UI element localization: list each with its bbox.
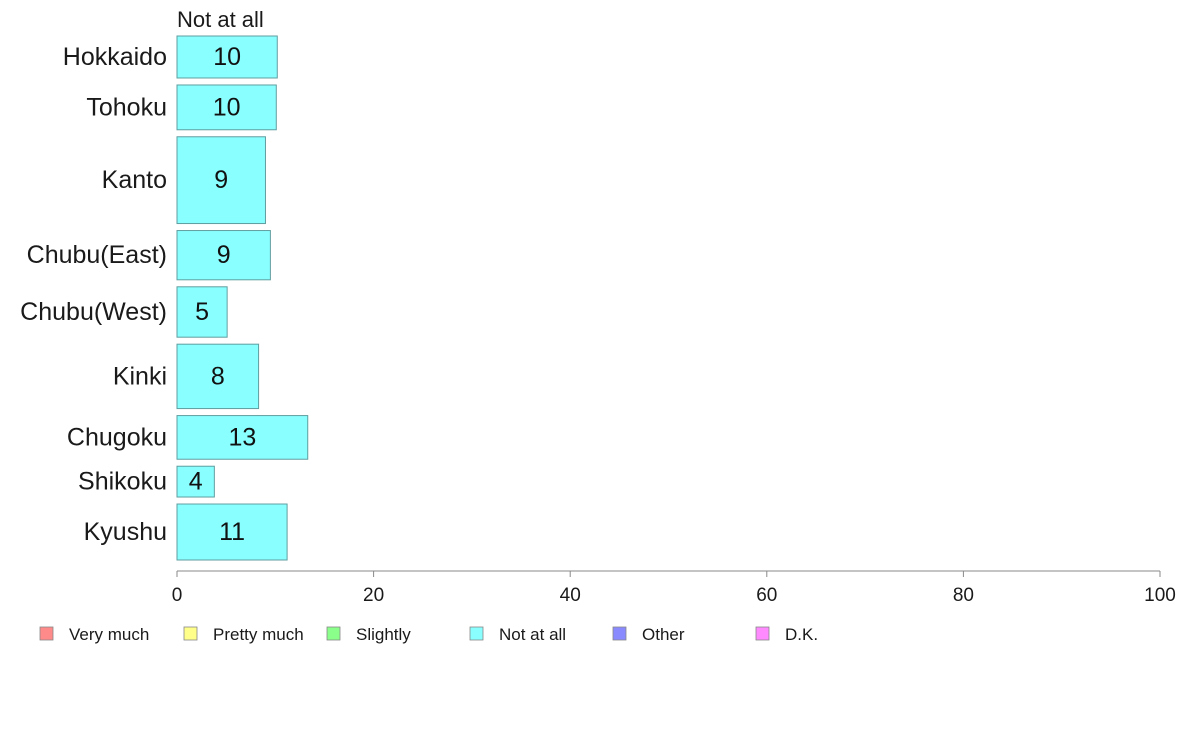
legend-swatch-slightly <box>326 626 341 641</box>
bar-not-at-all-kyushu <box>176 503 288 561</box>
x-tick-label-40: 40 <box>560 585 581 606</box>
x-tick-label-100: 100 <box>1144 585 1176 606</box>
bar-value-label-kinki: 8 <box>211 362 225 390</box>
bar-not-at-all-chubu-east <box>176 230 271 281</box>
legend-swatch-d-k <box>755 626 770 641</box>
category-label-chubu-east: Chubu(East) <box>27 241 167 269</box>
x-tick-label-60: 60 <box>756 585 777 606</box>
category-label-kanto: Kanto <box>102 166 167 194</box>
bar-value-label-chubu-west: 5 <box>195 298 209 326</box>
legend-label-slightly: Slightly <box>356 625 411 644</box>
bar-not-at-all-chugoku <box>176 415 309 460</box>
bar-not-at-all-chubu-west <box>176 286 228 338</box>
x-tick-label-20: 20 <box>363 585 384 606</box>
bar-value-label-chugoku: 13 <box>228 423 256 451</box>
bars-group: 10 10 9 9 5 8 13 4 11 <box>176 35 309 561</box>
series-title: Not at all <box>177 7 264 32</box>
bar-value-label-hokkaido: 10 <box>213 43 241 71</box>
legend-label-very-much: Very much <box>69 625 149 644</box>
category-label-kyushu: Kyushu <box>84 518 167 546</box>
bar-value-label-chubu-east: 9 <box>217 241 231 269</box>
category-label-shikoku: Shikoku <box>78 468 167 496</box>
legend-label-d-k: D.K. <box>785 625 818 644</box>
legend-swatch-not-at-all <box>469 626 484 641</box>
category-label-chubu-west: Chubu(West) <box>20 298 167 326</box>
category-label-chugoku: Chugoku <box>67 423 167 451</box>
legend-swatch-very-much <box>39 626 54 641</box>
legend-label-other: Other <box>642 625 685 644</box>
bar-not-at-all-kinki <box>176 343 260 410</box>
bar-not-at-all-shikoku <box>176 465 215 498</box>
x-axis: 0 20 40 60 80 100 <box>172 570 1176 606</box>
legend-label-not-at-all: Not at all <box>499 625 566 644</box>
x-tick-label-0: 0 <box>172 585 183 606</box>
legend: Very much Pretty much Slightly Not at all Ot… <box>39 625 818 644</box>
category-labels: Hokkaido Tohoku Kanto Chubu(East) Chubu(West… <box>20 43 167 546</box>
bar-value-label-kanto: 9 <box>214 166 228 194</box>
bar-value-label-tohoku: 10 <box>213 93 241 121</box>
bar-not-at-all-hokkaido <box>176 35 278 79</box>
category-label-kinki: Kinki <box>113 362 167 390</box>
legend-swatch-pretty-much <box>183 626 198 641</box>
bar-value-label-kyushu: 11 <box>219 518 245 546</box>
category-label-tohoku: Tohoku <box>86 93 167 121</box>
category-label-hokkaido: Hokkaido <box>63 43 167 71</box>
bar-not-at-all-kanto <box>176 136 266 225</box>
x-tick-label-80: 80 <box>953 585 974 606</box>
bar-not-at-all-tohoku <box>176 84 277 131</box>
bar-value-label-shikoku: 4 <box>189 468 203 496</box>
legend-swatch-other <box>612 626 627 641</box>
legend-label-pretty-much: Pretty much <box>213 625 304 644</box>
